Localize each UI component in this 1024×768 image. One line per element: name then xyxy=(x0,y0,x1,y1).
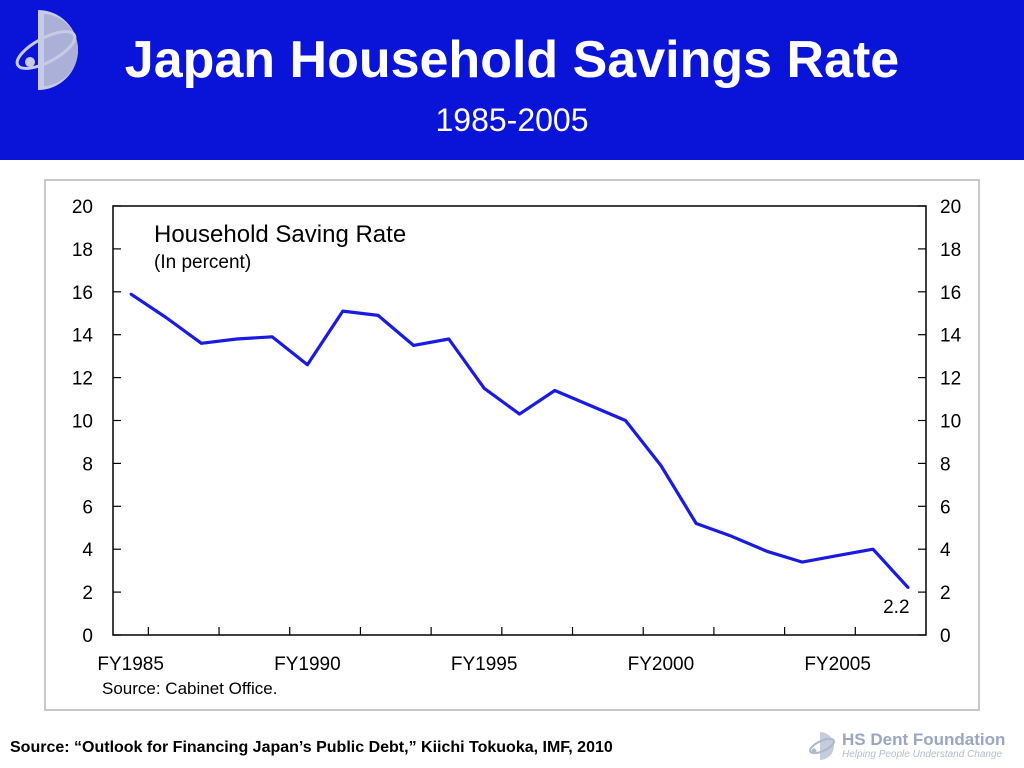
x-tick-label: FY1985 xyxy=(97,654,164,675)
y-tick-label-left: 20 xyxy=(72,197,93,218)
y-tick-label-left: 18 xyxy=(72,240,93,261)
page-title: Japan Household Savings Rate xyxy=(124,31,900,89)
data-point xyxy=(907,586,910,590)
chart-source: Source: Cabinet Office. xyxy=(102,679,277,698)
data-point xyxy=(624,419,627,422)
y-tick-label-left: 12 xyxy=(72,369,93,390)
y-tick-label-right: 20 xyxy=(940,197,961,218)
y-tick-label-right: 0 xyxy=(940,626,951,647)
brand-name: HS Dent Foundation xyxy=(842,730,1006,749)
data-point xyxy=(200,342,203,345)
y-tick-label-right: 8 xyxy=(940,454,951,475)
data-point xyxy=(695,522,698,525)
y-tick-label-right: 6 xyxy=(940,497,951,518)
x-tick-label: FY1995 xyxy=(451,654,518,675)
y-tick-label-left: 4 xyxy=(82,540,93,561)
header-banner: Japan Household Savings Rate 1985-2005 xyxy=(0,0,1024,160)
y-tick-label-left: 0 xyxy=(82,626,93,647)
data-point xyxy=(836,554,839,557)
x-tick-label: FY2005 xyxy=(804,654,871,675)
data-point xyxy=(765,550,769,553)
data-point xyxy=(341,309,344,313)
y-tick-label-right: 16 xyxy=(940,283,961,304)
data-point xyxy=(482,387,486,390)
y-tick-label-right: 12 xyxy=(940,369,961,390)
value-annotation: 2.2 xyxy=(883,597,909,618)
chart-frame: 0 0 2 2 4 4 6 6 8 8 10 10 12 12 14 14 16 16 18 18 20 20 FY1985… xyxy=(44,179,980,711)
brand-block: HS Dent Foundation Helping People Unders… xyxy=(808,728,1018,764)
brand-tagline: Helping People Understand Change xyxy=(842,749,1003,760)
y-tick-label-left: 16 xyxy=(72,283,93,304)
foundation-logo-icon xyxy=(15,10,79,90)
y-tick-label-right: 14 xyxy=(940,326,962,347)
footer-source: Source: “Outlook for Financing Japan’s P… xyxy=(10,739,613,756)
data-point xyxy=(129,292,132,296)
data-point xyxy=(518,412,521,416)
data-point xyxy=(447,337,451,341)
y-tick-label-right: 18 xyxy=(940,240,961,261)
data-point xyxy=(871,548,875,551)
data-point xyxy=(306,363,309,366)
chart-subtitle: (In percent) xyxy=(154,252,251,273)
y-tick-label-right: 4 xyxy=(940,540,951,561)
data-point xyxy=(801,560,804,564)
data-point xyxy=(553,389,557,392)
y-tick-label-left: 8 xyxy=(82,454,93,475)
data-point xyxy=(235,337,238,341)
data-point xyxy=(376,314,380,317)
x-tick-label: FY1990 xyxy=(274,654,341,675)
data-point xyxy=(270,335,274,339)
y-tick-label-left: 2 xyxy=(82,583,93,604)
y-tick-label-left: 10 xyxy=(72,412,93,433)
y-tick-label-left: 14 xyxy=(72,326,94,347)
series-line xyxy=(129,292,910,589)
savings-rate-chart: 0 0 2 2 4 4 6 6 8 8 10 10 12 12 14 14 16 16 18 18 20 20 FY1985… xyxy=(72,197,962,698)
y-tick-label-left: 6 xyxy=(82,497,93,518)
brand-logo-icon xyxy=(809,732,835,760)
page-subtitle: 1985-2005 xyxy=(435,102,589,138)
x-tick-label: FY2000 xyxy=(628,654,695,675)
data-point xyxy=(588,404,592,407)
data-point xyxy=(164,316,168,319)
data-point xyxy=(412,344,415,347)
data-point xyxy=(659,464,663,467)
chart-title: Household Saving Rate xyxy=(154,221,406,248)
data-point xyxy=(730,535,733,538)
y-tick-label-right: 2 xyxy=(940,583,951,604)
y-tick-label-right: 10 xyxy=(940,412,961,433)
